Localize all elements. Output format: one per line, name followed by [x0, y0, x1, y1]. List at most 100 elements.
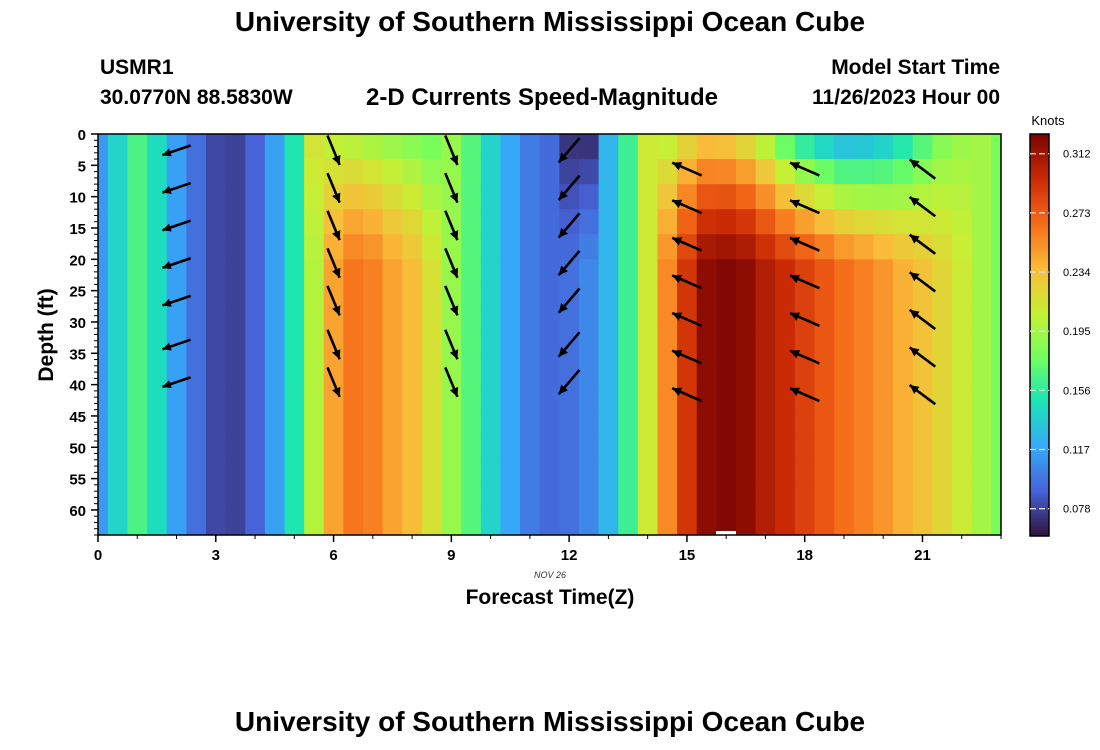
heatmap-cell [225, 209, 246, 235]
heatmap-cell [500, 384, 521, 411]
heatmap-cell [245, 234, 266, 260]
heatmap-cell [284, 159, 305, 185]
heatmap-cell [225, 184, 246, 210]
heatmap-cell [98, 384, 109, 411]
y-axis-label: Depth (ft) [35, 288, 58, 381]
heatmap-cell [284, 509, 305, 535]
heatmap-cell [441, 359, 462, 386]
heatmap-cell [245, 134, 266, 160]
heatmap-cell [147, 259, 168, 285]
heatmap-cell [382, 309, 403, 336]
heatmap-cell [637, 509, 659, 535]
heatmap-cell [480, 234, 502, 260]
heatmap-cell [932, 459, 953, 486]
heatmap-cell [480, 284, 502, 311]
heatmap-cell [461, 184, 482, 210]
heatmap-cell [696, 234, 717, 260]
heatmap-cell [107, 309, 129, 336]
heatmap-cell [520, 459, 541, 486]
heatmap-cell [402, 259, 423, 285]
heatmap-cell [893, 309, 914, 336]
heatmap-cell [932, 309, 953, 336]
heatmap-cell [402, 409, 423, 436]
heatmap-cell [794, 284, 816, 311]
current-vector [162, 144, 192, 157]
heatmap-cell [520, 184, 541, 210]
heatmap-cell [559, 434, 580, 461]
heatmap-cell [794, 509, 816, 535]
heatmap-cell [598, 259, 619, 285]
heatmap-cell [794, 434, 816, 461]
main-title: University of Southern Mississippi Ocean… [234, 6, 866, 37]
heatmap-cell [284, 259, 305, 285]
heatmap-cell [480, 409, 502, 436]
heatmap-cell [304, 359, 325, 386]
current-vector [789, 349, 820, 365]
heatmap-cell [951, 334, 973, 361]
current-vector [162, 376, 192, 389]
heatmap-cell [971, 234, 992, 260]
heatmap-cell [284, 459, 305, 486]
heatmap-cell [264, 134, 286, 160]
heatmap-cell [834, 284, 855, 311]
heatmap-cell [834, 434, 855, 461]
heatmap-cell [971, 409, 992, 436]
heatmap-cell [304, 509, 325, 535]
heatmap-cell [834, 159, 855, 185]
heatmap-cell [461, 234, 482, 260]
heatmap-cell [794, 484, 816, 511]
heatmap-cell [912, 209, 933, 235]
heatmap-cell [98, 134, 109, 160]
heatmap-cell [480, 184, 502, 210]
heatmap-cell [559, 159, 580, 185]
heatmap-cell [775, 184, 796, 210]
heatmap-cell [735, 134, 757, 160]
heatmap-cell [107, 284, 129, 311]
heatmap-cell [716, 184, 737, 210]
heatmap-cell [520, 134, 541, 160]
heatmap-cell [677, 159, 698, 185]
heatmap-cell [421, 459, 443, 486]
heatmap-cell [598, 459, 619, 486]
heatmap-cell [971, 309, 992, 336]
heatmap-cell [696, 309, 717, 336]
heatmap-cell [893, 234, 914, 260]
heatmap-cell [873, 334, 894, 361]
heatmap-cell [186, 484, 207, 511]
heatmap-cell [402, 284, 423, 311]
heatmap-cell [98, 209, 109, 235]
current-vector [908, 158, 937, 180]
heatmap-cell [971, 484, 992, 511]
heatmap-cell [107, 334, 129, 361]
heatmap-cell [618, 134, 639, 160]
heatmap-cell [637, 159, 659, 185]
heatmap-cell [755, 134, 776, 160]
heatmap-cell [304, 434, 325, 461]
heatmap-cell [98, 409, 109, 436]
heatmap-cell [98, 359, 109, 386]
heatmap-cell [932, 484, 953, 511]
heatmap-cell [735, 309, 757, 336]
heatmap-cell [284, 284, 305, 311]
heatmap-cell [991, 384, 1001, 411]
heatmap-cell [853, 134, 874, 160]
heatmap-cell [205, 284, 227, 311]
heatmap-cell [520, 259, 541, 285]
heatmap-cell [304, 334, 325, 361]
heatmap-cell [834, 234, 855, 260]
heatmap-cell [951, 234, 973, 260]
heatmap-cell [912, 509, 933, 535]
heatmap-cell [696, 384, 717, 411]
heatmap-cell [893, 459, 914, 486]
heatmap-cell [873, 209, 894, 235]
heatmap-cell [284, 409, 305, 436]
heatmap-cell [893, 259, 914, 285]
heatmap-cell [225, 284, 246, 311]
heatmap-cell [107, 134, 129, 160]
heatmap-cell [696, 284, 717, 311]
heatmap-cell [127, 384, 148, 411]
heatmap-cell [363, 459, 384, 486]
heatmap-cell [971, 384, 992, 411]
y-tick-label: 15 [69, 221, 86, 238]
heatmap-cell [205, 184, 227, 210]
